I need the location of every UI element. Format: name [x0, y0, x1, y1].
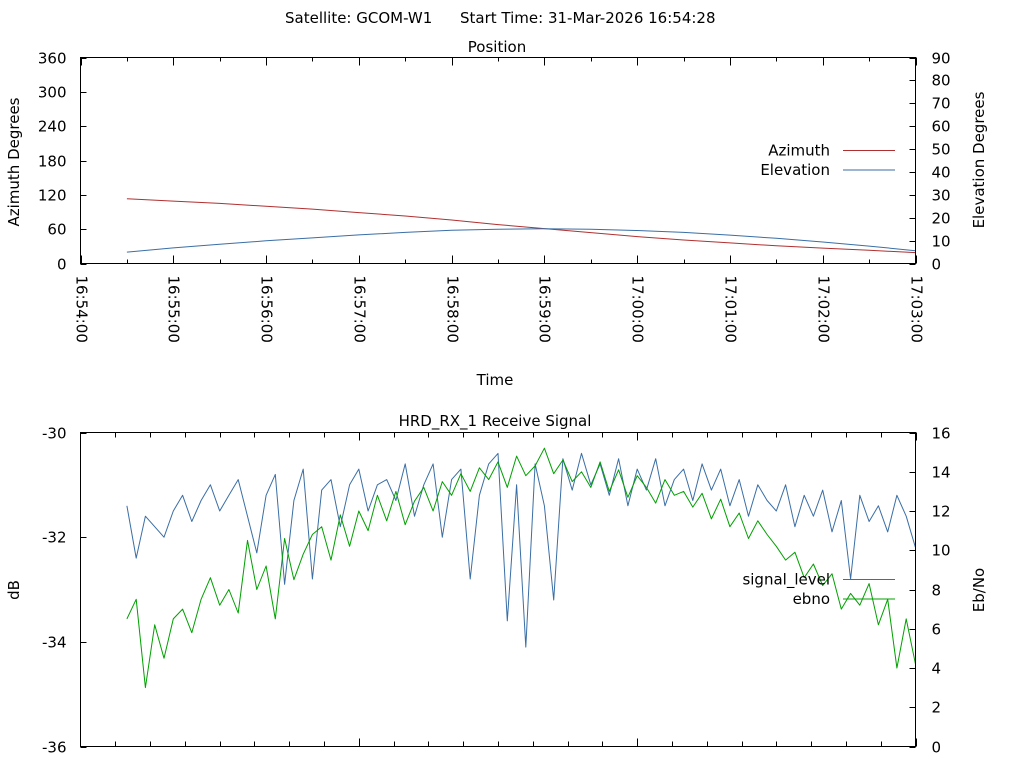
- receive-signal-y2-tick-label: 2: [932, 699, 942, 717]
- position-x-tick-label: 17:00:00: [629, 276, 647, 343]
- position-x-tick-label: 16:54:00: [73, 276, 91, 343]
- position-x-tick-label: 17:01:00: [722, 276, 740, 343]
- position-y2-tick-label: 20: [932, 210, 951, 228]
- header-start-time: Start Time: 31-Mar-2026 16:54:28: [460, 9, 716, 27]
- receive-signal-y-axis-label: dB: [5, 580, 23, 600]
- position-y2-tick-label: 10: [932, 233, 951, 251]
- position-x-tick-label: 16:59:00: [536, 276, 554, 343]
- receive-signal-chart-title: HRD_RX_1 Receive Signal: [399, 412, 592, 431]
- position-y-axis-label: Azimuth Degrees: [5, 97, 23, 226]
- receive-signal-y2-tick-label: 4: [932, 660, 942, 678]
- position-y2-axis-label: Elevation Degrees: [970, 91, 988, 228]
- position-x-tick-label: 17:02:00: [815, 276, 833, 343]
- position-chart: Position Time Azimuth Degrees Elevation …: [5, 38, 988, 389]
- position-plot-frame: [80, 57, 916, 264]
- receive-signal-y-tick-label: -34: [42, 634, 67, 652]
- position-y-tick-label: 300: [38, 84, 67, 102]
- position-y-tick-label: 0: [57, 256, 67, 274]
- position-series: [126, 198, 916, 254]
- receive-signal-series-signal-level: [126, 452, 916, 648]
- position-y2-tick-label: 50: [932, 141, 951, 159]
- receive-signal-plot-frame: [80, 432, 916, 747]
- receive-signal-y2-tick-label: 8: [932, 582, 942, 600]
- receive-signal-series-ebno: [126, 447, 916, 689]
- position-y2-tick-label: 80: [932, 72, 951, 90]
- position-x-tick-label: 16:57:00: [351, 276, 369, 343]
- position-axes: 0 60 120 180 240 300 360 0 10 20 30 40 50 60 70 80 90 16:…: [38, 50, 951, 343]
- position-y-tick-label: 360: [38, 50, 67, 68]
- position-x-tick-label: 16:58:00: [444, 276, 462, 343]
- header-satellite: Satellite: GCOM-W1: [285, 9, 432, 27]
- position-series-azimuth: [126, 198, 916, 254]
- receive-signal-y2-tick-label: 12: [932, 503, 951, 521]
- position-x-tick-label: 17:03:00: [908, 276, 926, 343]
- position-x-tick-label: 16:56:00: [258, 276, 276, 343]
- position-y2-tick-label: 90: [932, 50, 951, 68]
- position-y2-tick-label: 70: [932, 95, 951, 113]
- receive-signal-y2-tick-label: 6: [932, 621, 942, 639]
- position-legend-label: Elevation: [760, 161, 830, 179]
- position-y-tick-label: 180: [38, 153, 67, 171]
- receive-signal-y-tick-label: -32: [42, 529, 67, 547]
- receive-signal-legend-label: signal_level: [742, 571, 830, 590]
- position-y-tick-label: 120: [38, 187, 67, 205]
- position-y-tick-label: 60: [47, 221, 66, 239]
- receive-signal-axes: -36 -34 -32 -30 0 2 4 6 8 10 12 14 16: [42, 425, 951, 757]
- receive-signal-y2-tick-label: 14: [932, 464, 951, 482]
- receive-signal-y-tick-label: -36: [42, 739, 67, 757]
- position-y2-tick-label: 30: [932, 187, 951, 205]
- receive-signal-y2-tick-label: 0: [932, 739, 942, 757]
- position-series-elevation: [126, 228, 916, 253]
- position-x-tick-label: 16:55:00: [165, 276, 183, 343]
- receive-signal-chart: HRD_RX_1 Receive Signal dB Eb/No -36-34-…: [5, 412, 988, 757]
- position-x-axis-label: Time: [476, 371, 514, 389]
- position-y2-tick-label: 40: [932, 164, 951, 182]
- receive-signal-legend-label: ebno: [793, 590, 830, 608]
- receive-signal-series: [126, 447, 916, 689]
- position-chart-title: Position: [468, 38, 526, 56]
- position-legend-label: Azimuth: [768, 142, 830, 160]
- receive-signal-y-tick-label: -30: [42, 425, 67, 443]
- position-y2-tick-label: 60: [932, 118, 951, 136]
- receive-signal-y2-tick-label: 16: [932, 425, 951, 443]
- receive-signal-y2-tick-label: 10: [932, 542, 951, 560]
- position-y2-tick-label: 0: [932, 256, 942, 274]
- position-y-tick-label: 240: [38, 118, 67, 136]
- receive-signal-y2-axis-label: Eb/No: [970, 568, 988, 612]
